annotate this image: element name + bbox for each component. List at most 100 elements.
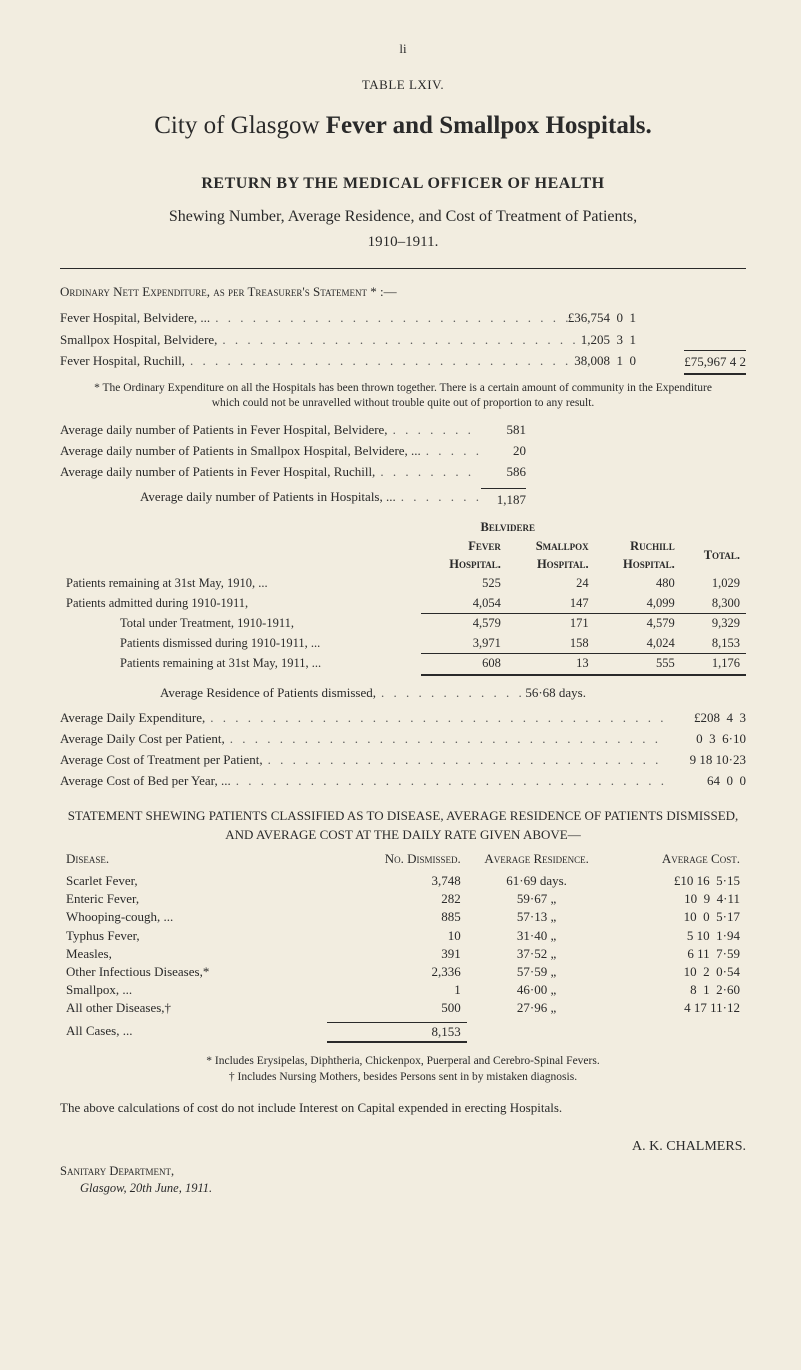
stmt-row: Enteric Fever,28259·67 „10 9 4·11	[60, 890, 746, 908]
stmt-cost: 10 2 0·54	[606, 963, 746, 981]
table-row: Patients dismissed during 1910-1911, ...…	[60, 634, 746, 654]
bel-row-label: Patients dismissed during 1910-1911, ...	[60, 634, 421, 654]
avg-daily-total-label: Average daily number of Patients in Hosp…	[140, 488, 396, 509]
main-title: City of Glasgow Fever and Smallpox Hospi…	[60, 108, 746, 143]
stmt-dismissed: 500	[327, 999, 467, 1017]
stmt-row: Whooping-cough, ...88557·13 „10 0 5·17	[60, 908, 746, 926]
stmt-header-row: Disease. No. Dismissed. Average Residenc…	[60, 850, 746, 868]
leader-dots	[217, 331, 580, 350]
bel-cell: 9,329	[681, 614, 746, 634]
avg-daily-label: Average daily number of Patients in Smal…	[60, 442, 421, 461]
cost-val: £208 4 3	[666, 709, 746, 728]
stmt-footnote-2: † Includes Nursing Mothers, besides Pers…	[60, 1069, 746, 1085]
stmt-cost: 5 10 1·94	[606, 927, 746, 945]
stmt-residence: 59·67 „	[467, 890, 607, 908]
ord-total: £75,967 4 2	[684, 350, 746, 371]
ord-row: Fever Hospital, Belvidere, ... £36,754 0…	[60, 309, 636, 328]
stmt-row: Other Infectious Diseases,*2,33657·59 „1…	[60, 963, 746, 981]
bel-cell: 171	[507, 614, 595, 634]
avg-daily-row: Average daily number of Patients in Feve…	[60, 421, 526, 440]
cost-label: Average Cost of Treatment per Patient,	[60, 751, 263, 770]
ord-row-val: 38,008 1 0	[574, 352, 636, 371]
bel-cell: 1,029	[681, 574, 746, 594]
avg-daily-val: 20	[481, 442, 526, 461]
bel-cell: 525	[421, 574, 507, 594]
year-line: 1910–1911.	[60, 232, 746, 253]
stmt-col-disease: Disease.	[60, 850, 327, 868]
ord-row-label: Fever Hospital, Belvidere, ...	[60, 309, 210, 328]
bel-cell: 608	[421, 654, 507, 675]
avg-daily-label: Average daily number of Patients in Feve…	[60, 463, 375, 482]
stmt-residence: 57·13 „	[467, 908, 607, 926]
stmt-cost: £10 16 5·15	[606, 872, 746, 890]
stmt-dismissed: 391	[327, 945, 467, 963]
bel-cell: 4,054	[421, 594, 507, 614]
stmt-row: All other Diseases,†50027·96 „4 17 11·12	[60, 999, 746, 1017]
stmt-dismissed: 2,336	[327, 963, 467, 981]
stmt-disease: Measles,	[60, 945, 327, 963]
ord-footnote: * The Ordinary Expenditure on all the Ho…	[90, 381, 716, 411]
table-row: Patients remaining at 31st May, 1911, ..…	[60, 654, 746, 675]
title-plain: City of Glasgow	[154, 112, 319, 139]
cost-row: Average Cost of Treatment per Patient, 9…	[60, 751, 746, 770]
stmt-disease: Other Infectious Diseases,*	[60, 963, 327, 981]
avg-daily-total-val: 1,187	[481, 488, 526, 509]
bel-col-ruchill: Ruchill Hospital.	[595, 537, 681, 574]
stmt-total-label: All Cases, ...	[60, 1022, 327, 1043]
ord-row-val: £36,754 0 1	[568, 309, 636, 328]
stmt-disease: All other Diseases,†	[60, 999, 327, 1017]
bel-col-fever: Fever Hospital.	[421, 537, 507, 574]
bel-cell: 4,099	[595, 594, 681, 614]
stmt-disease: Smallpox, ...	[60, 981, 327, 999]
stmt-row: Scarlet Fever,3,74861·69 days.£10 16 5·1…	[60, 872, 746, 890]
avg-daily-label: Average daily number of Patients in Feve…	[60, 421, 388, 440]
cost-val: 0 3 6·10	[666, 730, 746, 749]
stmt-disease: Enteric Fever,	[60, 890, 327, 908]
title-bold: Fever and Smallpox Hospitals.	[326, 112, 652, 139]
stmt-residence: 31·40 „	[467, 927, 607, 945]
bel-cell: 8,153	[681, 634, 746, 654]
bel-row-label: Patients admitted during 1910-1911,	[60, 594, 421, 614]
stmt-cost: 4 17 11·12	[606, 999, 746, 1017]
stmt-footnote-1: * Includes Erysipelas, Diphtheria, Chick…	[60, 1053, 746, 1069]
bel-cell: 4,024	[595, 634, 681, 654]
stmt-col-residence: Average Residence.	[467, 850, 607, 868]
cost-row: Average Daily Expenditure, £208 4 3	[60, 709, 746, 728]
avg-daily-row: Average daily number of Patients in Feve…	[60, 463, 526, 482]
bel-row-label: Total under Treatment, 1910-1911,	[60, 614, 421, 634]
page-number: li	[60, 40, 746, 58]
table-row: Total under Treatment, 1910-1911, 4,579 …	[60, 614, 746, 634]
stmt-total-row: All Cases, ... 8,153	[60, 1022, 746, 1043]
stmt-dismissed: 282	[327, 890, 467, 908]
department-line-2: Glasgow, 20th June, 1911.	[60, 1180, 746, 1198]
stmt-col-cost: Average Cost.	[606, 850, 746, 868]
leader-dots	[421, 442, 481, 461]
leader-dots	[375, 463, 481, 482]
avg-daily-row: Average daily number of Patients in Smal…	[60, 442, 526, 461]
leader-dots	[396, 488, 481, 509]
cost-row: Average Daily Cost per Patient, 0 3 6·10	[60, 730, 746, 749]
cost-row: Average Cost of Bed per Year, ... 64 0 0	[60, 772, 746, 791]
table-row: Patients admitted during 1910-1911, 4,05…	[60, 594, 746, 614]
bel-header-top: Belvidere	[421, 518, 595, 538]
ord-row: Fever Hospital, Ruchill, 38,008 1 0	[60, 352, 636, 371]
calc-note: The above calculations of cost do not in…	[60, 1099, 746, 1117]
shewing-line: Shewing Number, Average Residence, and C…	[60, 206, 746, 228]
stmt-total-n: 8,153	[327, 1022, 467, 1043]
ord-row: Smallpox Hospital, Belvidere, 1,205 3 1	[60, 331, 636, 350]
bel-cell: 3,971	[421, 634, 507, 654]
avg-residence-row: Average Residence of Patients dismissed,…	[60, 684, 746, 703]
stmt-residence: 27·96 „	[467, 999, 607, 1017]
stmt-col-dismissed: No. Dismissed.	[327, 850, 467, 868]
belvidere-table: Belvidere Fever Hospital. Smallpox Hospi…	[60, 518, 746, 676]
statement-heading: STATEMENT SHEWING PATIENTS CLASSIFIED AS…	[60, 807, 746, 843]
bel-cell: 4,579	[421, 614, 507, 634]
stmt-disease: Whooping-cough, ...	[60, 908, 327, 926]
stmt-residence: 57·59 „	[467, 963, 607, 981]
ord-row-label: Fever Hospital, Ruchill,	[60, 352, 185, 371]
cost-label: Average Daily Expenditure,	[60, 709, 205, 728]
table-label: TABLE LXIV.	[60, 76, 746, 94]
bel-cell: 13	[507, 654, 595, 675]
department-line-1: Sanitary Department,	[60, 1163, 746, 1181]
ord-row-val: 1,205 3 1	[581, 331, 636, 350]
